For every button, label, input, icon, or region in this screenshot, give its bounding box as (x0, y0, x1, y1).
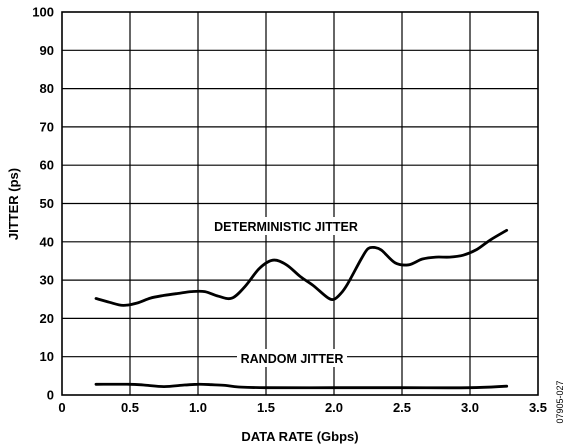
y-tick-label: 60 (40, 158, 54, 173)
annotations: DETERMINISTIC JITTER RANDOM JITTER (205, 217, 367, 367)
y-axis-title: JITTER (ps) (6, 168, 21, 240)
x-axis-title: DATA RATE (Gbps) (241, 429, 358, 444)
tick-labels: 0 0.5 1.0 1.5 2.0 2.5 3.0 3.5 0 10 20 30 40 50 60 70 80 9… (32, 5, 547, 416)
x-tick-label: 2.0 (325, 400, 343, 415)
random-jitter-label-bg (237, 349, 347, 367)
x-tick-label: 1.0 (189, 400, 207, 415)
x-tick-label: 0 (58, 400, 65, 415)
deterministic-jitter-line (94, 228, 509, 307)
figure-id: 07905-027 (555, 380, 565, 423)
random-jitter-line (94, 382, 509, 390)
plot-frame (61, 11, 539, 396)
x-tick-label: 3.0 (461, 400, 479, 415)
x-tick-label: 3.5 (529, 400, 547, 415)
deterministic-jitter-label-bg (205, 217, 367, 235)
y-tick-label: 0 (47, 388, 54, 403)
x-tick-label: 1.5 (257, 400, 275, 415)
y-tick-label: 90 (40, 43, 54, 58)
y-tick-label: 30 (40, 273, 54, 288)
y-tick-label: 100 (32, 5, 54, 20)
y-tick-label: 10 (40, 349, 54, 364)
y-tick-label: 50 (40, 196, 54, 211)
series-lines (94, 228, 509, 390)
y-tick-label: 70 (40, 119, 54, 134)
y-tick-label: 20 (40, 311, 54, 326)
y-tick-label: 80 (40, 81, 54, 96)
deterministic-jitter-label: DETERMINISTIC JITTER (214, 220, 358, 234)
x-tick-label: 2.5 (393, 400, 411, 415)
x-tick-label: 0.5 (121, 400, 139, 415)
random-jitter-label: RANDOM JITTER (241, 352, 344, 366)
grid (62, 12, 538, 395)
y-tick-label: 40 (40, 234, 54, 249)
